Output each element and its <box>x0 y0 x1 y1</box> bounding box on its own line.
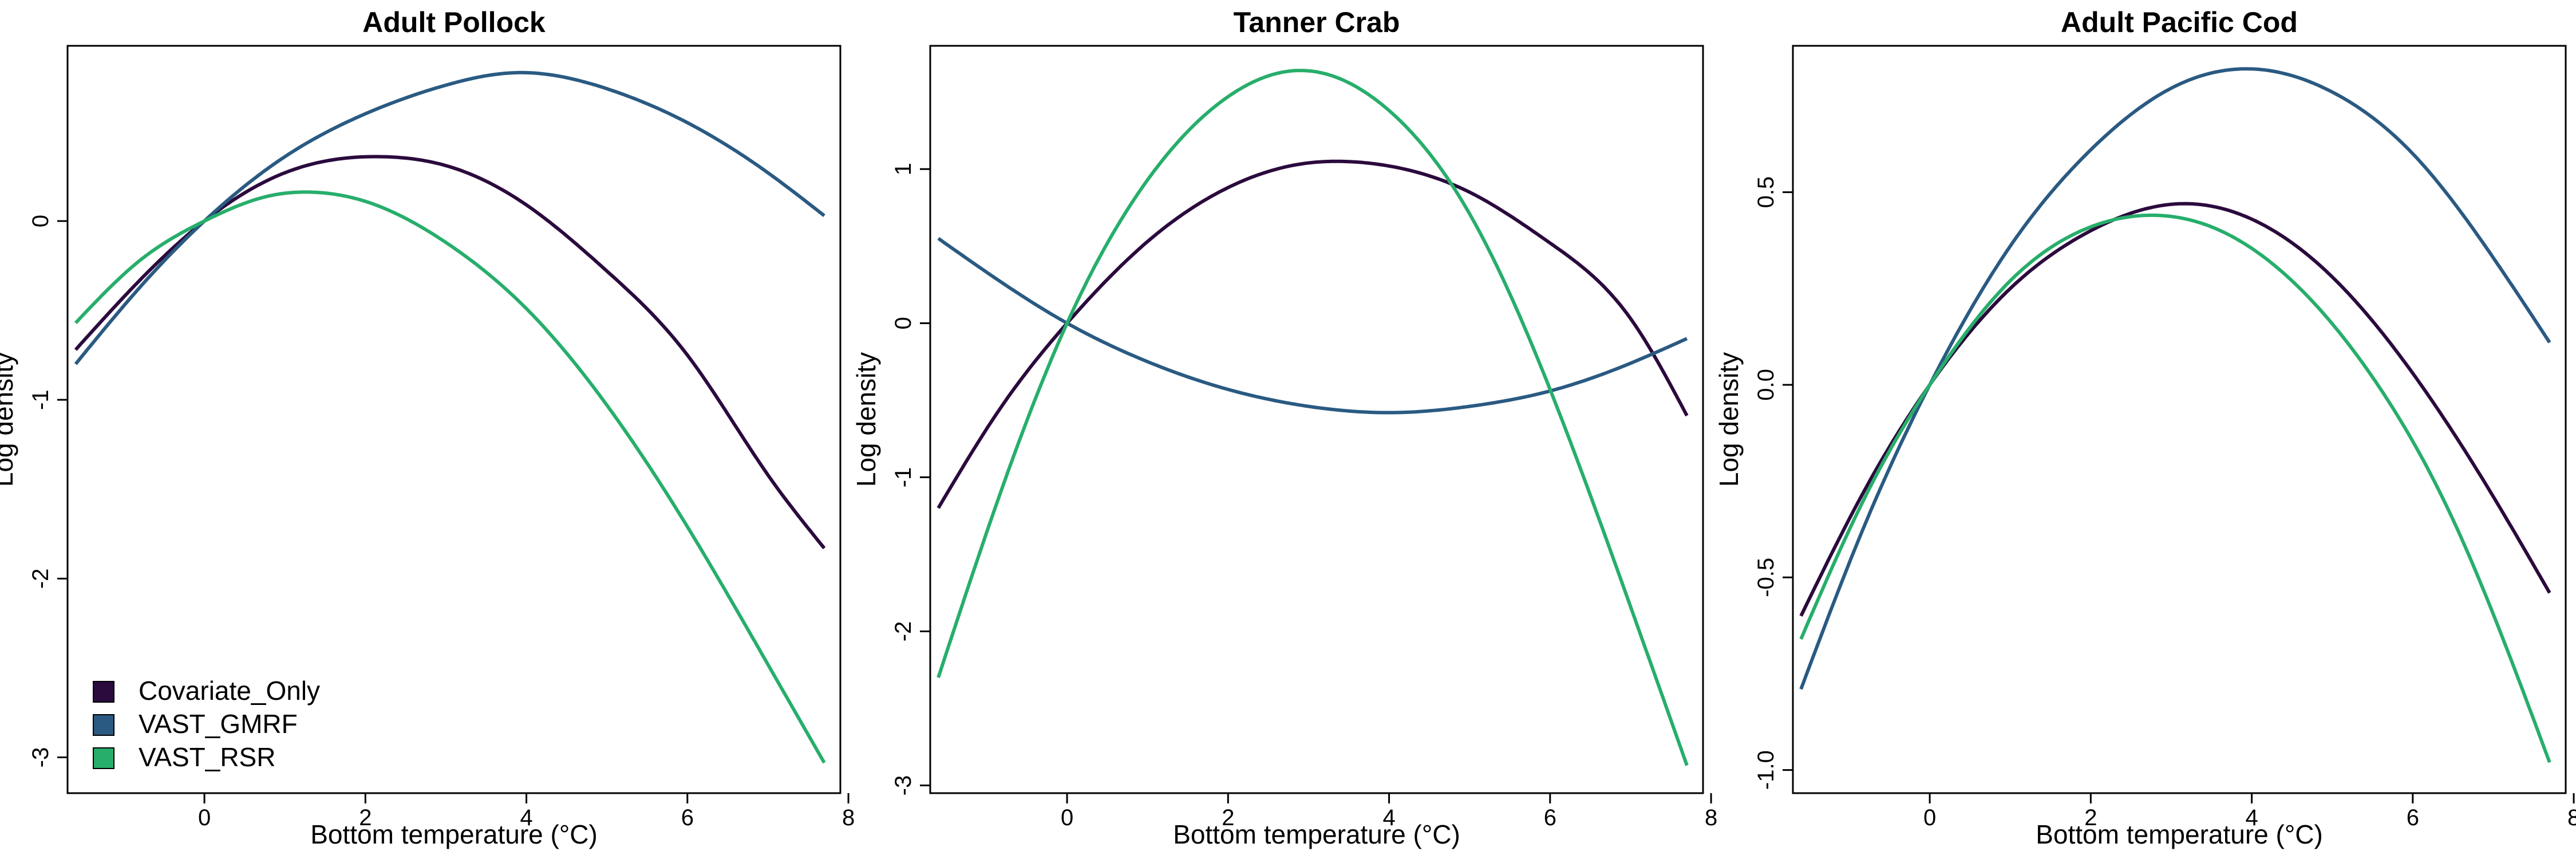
series-line-vast-gmrf <box>1799 67 2551 690</box>
legend-swatch-vast-rsr <box>93 747 114 769</box>
x-tick-label: 2 <box>2084 805 2097 830</box>
plot-frame <box>1792 45 2567 794</box>
x-tick-label: 6 <box>2407 805 2419 830</box>
x-tick-label: 4 <box>2245 805 2258 830</box>
y-tick-label: -1 <box>28 389 53 410</box>
series-line-vast-rsr <box>1799 213 2551 763</box>
x-tick-label: 6 <box>681 805 694 830</box>
x-axis-title: Bottom temperature (°C) <box>1173 819 1460 849</box>
panel-title: Adult Pollock <box>362 6 546 38</box>
series-line-covariate-only <box>74 155 826 550</box>
legend-swatch-vast-gmrf <box>93 714 114 736</box>
y-tick-label: -1 <box>891 467 916 488</box>
series-line-vast-gmrf <box>74 70 825 365</box>
y-tick-label: -2 <box>28 569 53 589</box>
panel-title: Tanner Crab <box>1234 6 1400 38</box>
y-tick-label: 0.5 <box>1753 176 1779 208</box>
x-tick-label: 0 <box>198 805 211 830</box>
y-tick-label: 0 <box>891 317 916 329</box>
x-tick-label: 6 <box>1544 805 1556 830</box>
y-tick-label: -0.5 <box>1753 558 1779 597</box>
x-axis-title: Bottom temperature (°C) <box>310 819 598 849</box>
legend-label: Covariate_Only <box>139 676 320 706</box>
series-line-covariate-only <box>937 159 1689 509</box>
y-axis-title: Log density <box>0 352 18 487</box>
x-tick-label: 0 <box>1923 805 1936 830</box>
x-tick-label: 4 <box>520 805 532 830</box>
plot-frame <box>66 45 841 794</box>
y-axis-title: Log density <box>851 352 881 487</box>
y-tick-label: -2 <box>891 621 916 642</box>
x-tick-label: 8 <box>2567 805 2576 830</box>
y-axis-title: Log density <box>1714 352 1744 487</box>
series-line-vast-rsr <box>937 69 1689 766</box>
x-tick-label: 0 <box>1061 805 1073 830</box>
x-tick-label: 4 <box>1382 805 1395 830</box>
y-tick-label: 1 <box>891 163 916 175</box>
x-tick-label: 2 <box>1222 805 1234 830</box>
plot-frame <box>929 45 1704 794</box>
panel-title: Adult Pacific Cod <box>2061 6 2298 38</box>
legend-label: VAST_GMRF <box>139 709 298 739</box>
series-line-vast-gmrf <box>937 237 1688 415</box>
x-tick-label: 8 <box>1705 805 1717 830</box>
y-tick-label: -3 <box>28 747 53 768</box>
y-tick-label: 0.0 <box>1753 369 1779 401</box>
x-axis-title: Bottom temperature (°C) <box>2036 819 2323 849</box>
legend-label: VAST_RSR <box>139 742 275 772</box>
series-line-vast-rsr <box>74 190 826 764</box>
y-tick-label: -3 <box>891 775 916 796</box>
x-tick-label: 2 <box>359 805 372 830</box>
x-tick-label: 8 <box>842 805 855 830</box>
y-tick-label: 0 <box>28 215 53 227</box>
legend-swatch-covariate-only <box>93 681 114 703</box>
y-tick-label: -1.0 <box>1753 750 1779 790</box>
